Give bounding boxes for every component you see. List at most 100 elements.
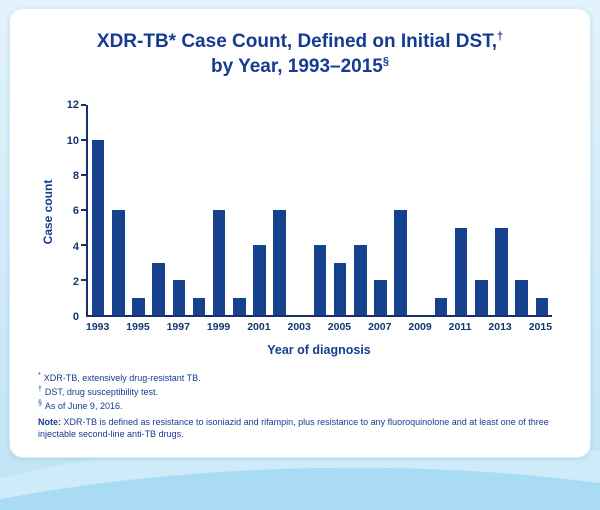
bar-1997 (172, 280, 186, 316)
y-axis-tick-labels: 0 2 4 6 8 10 12 (58, 99, 86, 323)
bar-slot-2008 (391, 105, 411, 316)
bar-2013 (495, 227, 508, 316)
bar-slot-2013 (491, 105, 511, 316)
x-tick-2009: 2009 (408, 321, 432, 334)
y-tick-12: 12 (66, 99, 79, 112)
x-tick-slot-1993: 1993 (86, 321, 109, 333)
bar-slot-2003 (290, 105, 310, 315)
bar-1999 (212, 210, 226, 316)
footnote-asterisk-marker: * (38, 372, 41, 380)
x-tick-slot-2015: 2015 (529, 321, 552, 333)
bar-slot-2006 (350, 105, 370, 316)
bar-slot-1996 (149, 105, 169, 316)
title-line2: by Year, 1993–2015 (211, 56, 383, 78)
chart-title: XDR-TB* Case Count, Defined on Initial D… (36, 29, 564, 79)
bar-2011 (454, 227, 468, 316)
bar-slot-1998 (189, 105, 209, 316)
bar-2007 (374, 280, 387, 316)
bar-2014 (515, 280, 528, 316)
bar-1995 (132, 297, 145, 316)
footnote-dagger: † DST, drug susceptibility test. (38, 385, 564, 399)
bar-slot-2012 (471, 105, 491, 316)
y-tickmark-6 (81, 209, 86, 212)
x-tick-slot-2004 (311, 321, 328, 333)
x-tick-slot-1996 (150, 321, 167, 333)
bar-slot-1999 (209, 105, 229, 316)
y-tick-10: 10 (66, 134, 79, 147)
bar-2015 (535, 297, 549, 316)
footnote-dagger-text: DST, drug susceptibility test. (44, 387, 158, 398)
x-tick-slot-2012 (471, 321, 488, 333)
y-tick-2: 2 (72, 275, 79, 288)
x-tick-slot-2006 (351, 321, 368, 333)
x-tick-slot-1995: 1995 (126, 321, 149, 333)
y-tickmark-10 (81, 139, 86, 142)
x-tick-slot-1997: 1997 (167, 321, 190, 333)
x-tick-2007: 2007 (368, 321, 392, 334)
note-label: Note: (38, 417, 61, 428)
y-tickmark-4 (81, 244, 86, 247)
bar-2008 (394, 210, 407, 316)
y-tickmark-8 (81, 174, 86, 177)
bar-slot-2000 (229, 105, 249, 316)
bar-slot-2005 (330, 105, 350, 316)
footnotes: * XDR-TB, extensively drug-resistant TB. … (38, 371, 564, 413)
note-text: XDR-TB is defined as resistance to isoni… (38, 417, 549, 440)
bar-slot-2002 (270, 105, 290, 316)
bar-1994 (112, 210, 125, 316)
footnote-section: § As of June 9, 2016. (38, 399, 564, 413)
y-tickmark-12 (81, 104, 86, 107)
bar-slot-2011 (451, 105, 471, 316)
x-tick-2001: 2001 (247, 321, 271, 334)
y-tick-8: 8 (72, 169, 79, 182)
x-tick-slot-2010 (432, 321, 449, 333)
bar-1993 (91, 140, 105, 316)
x-tick-slot-2001: 2001 (247, 321, 270, 333)
bar-slot-2001 (249, 105, 269, 316)
note: Note: XDR-TB is defined as resistance to… (38, 416, 558, 440)
x-tick-slot-2005: 2005 (328, 321, 351, 333)
footnote-dagger-marker: † (38, 386, 42, 394)
x-tick-2015: 2015 (528, 321, 553, 334)
x-tick-slot-2009: 2009 (408, 321, 431, 333)
bar-chart: Case count 0 2 4 6 8 10 12 1993 1995 1997 1999 200… (36, 99, 552, 358)
x-axis-label: Year of diagnosis (267, 343, 371, 358)
bar-2010 (434, 297, 448, 316)
footnote-section-marker: § (38, 400, 42, 408)
x-tick-2013: 2013 (488, 321, 512, 334)
bar-slot-2015 (532, 105, 552, 316)
x-tick-slot-2011: 2011 (449, 321, 472, 333)
x-tick-1997: 1997 (166, 321, 190, 334)
bar-2006 (354, 245, 367, 316)
slide-panel: XDR-TB* Case Count, Defined on Initial D… (9, 8, 591, 458)
x-tick-slot-1999: 1999 (207, 321, 230, 333)
x-tick-1999: 1999 (206, 321, 231, 334)
x-axis-tick-labels: 1993 1995 1997 1999 2001 2003 2005 2007 2009 2011… (86, 321, 552, 333)
plot-area (81, 104, 552, 318)
bar-2005 (333, 262, 347, 316)
x-tick-2011: 2011 (448, 321, 472, 334)
x-tick-slot-1998 (190, 321, 207, 333)
y-tickmark-2 (81, 279, 86, 282)
bar-slot-2007 (370, 105, 390, 316)
x-tick-slot-2000 (230, 321, 247, 333)
bar-2012 (475, 280, 488, 316)
x-tick-2005: 2005 (327, 321, 352, 334)
bar-slot-2010 (431, 105, 451, 316)
bar-2000 (233, 297, 246, 316)
y-tick-6: 6 (72, 205, 79, 218)
footnote-section-text: As of June 9, 2016. (44, 401, 123, 412)
x-tick-2003: 2003 (287, 321, 311, 334)
x-tick-slot-2003: 2003 (287, 321, 310, 333)
bar-1996 (152, 262, 165, 316)
x-tick-slot-2014 (512, 321, 529, 333)
y-tick-0: 0 (72, 311, 79, 324)
bar-2002 (273, 210, 286, 316)
x-tick-slot-2002 (271, 321, 288, 333)
bar-slot-1995 (128, 105, 148, 316)
footnote-asterisk: * XDR-TB, extensively drug-resistant TB. (38, 371, 564, 385)
bar-1998 (192, 297, 206, 316)
x-tick-slot-2008 (391, 321, 408, 333)
footnote-asterisk-text: XDR-TB, extensively drug-resistant TB. (43, 373, 201, 384)
